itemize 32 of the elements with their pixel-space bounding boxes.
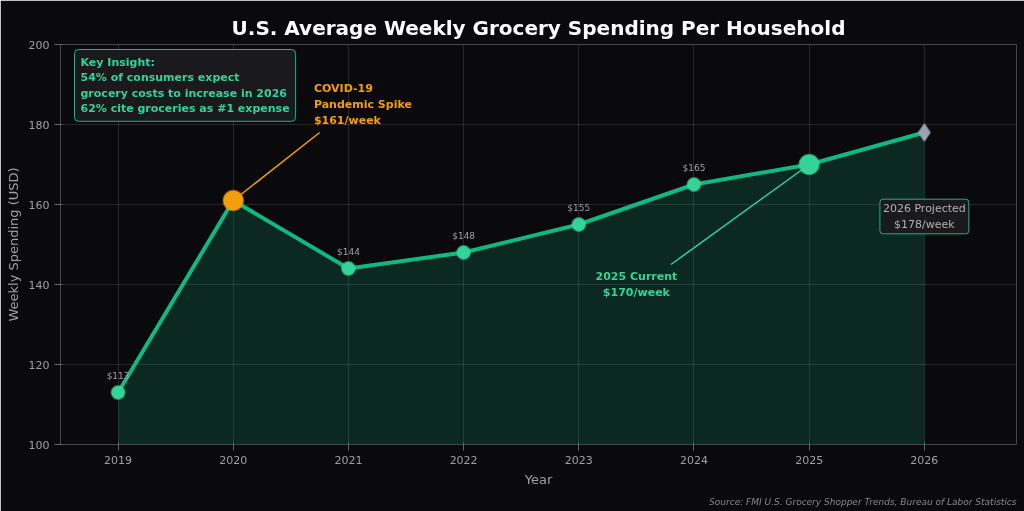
point [456, 245, 472, 260]
x-tick-label: 2025 [795, 453, 824, 467]
point [340, 261, 356, 276]
point [110, 385, 126, 400]
data-label: $155 [567, 202, 591, 213]
point [571, 217, 587, 232]
data-label: $165 [682, 162, 706, 173]
x-tick-label: 2021 [334, 453, 363, 467]
point [686, 177, 702, 192]
y-tick-label: 160 [28, 198, 50, 212]
x-tick-label: 2022 [449, 453, 478, 467]
annotation: COVID-19 Pandemic Spike $161/week [313, 82, 412, 127]
x-tick-label: 2026 [910, 453, 939, 467]
source-note: Source: FMI U.S. Grocery Shopper Trends, Bureau of Labor Statistics [709, 496, 1017, 507]
y-tick-label: 140 [28, 278, 50, 292]
x-tick-label: 2024 [680, 453, 708, 467]
point [917, 123, 932, 142]
x-tick-label: 2023 [564, 453, 593, 467]
y-tick-label: 120 [28, 358, 50, 372]
y-axis-title: Weekly Spending (USD) [5, 167, 21, 322]
annotation: 2026 Projected $178/week [882, 202, 966, 231]
chart-title: U.S. Average Weekly Grocery Spending Per Household [231, 15, 846, 40]
data-label: $148 [452, 230, 476, 241]
x-tick-label: 2019 [104, 453, 133, 467]
x-tick-label: 2020 [219, 453, 248, 467]
y-tick-label: 180 [28, 118, 50, 132]
annotation: Key Insight: 54% of consumers expect grocery costs to increase in 2026 62% cite groceries as #1 expense [80, 55, 290, 116]
x-axis-title: Year [523, 471, 553, 487]
y-tick-label: 100 [28, 438, 50, 452]
y-tick-label: 200 [28, 38, 50, 52]
data-label: $144 [337, 246, 361, 257]
annotation: 2025 Current $170/week [595, 270, 678, 299]
